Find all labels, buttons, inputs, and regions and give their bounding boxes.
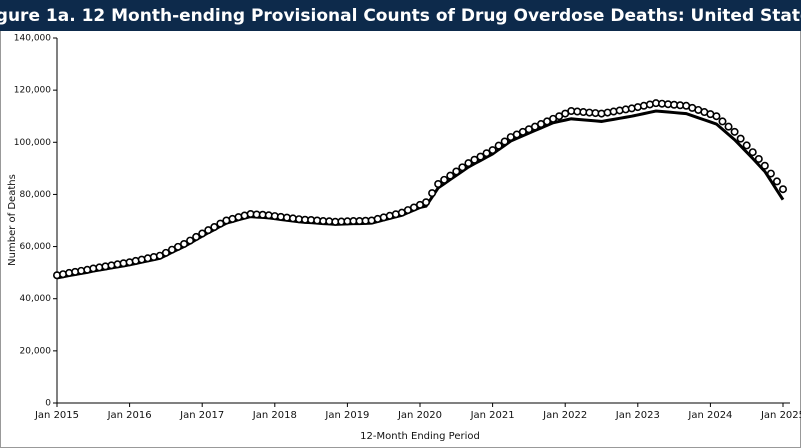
x-tick-label: Jan 2019 bbox=[324, 410, 369, 421]
data-point bbox=[458, 163, 467, 172]
data-point bbox=[494, 141, 503, 150]
data-point bbox=[778, 185, 787, 194]
y-tick-label: 100,000 bbox=[14, 138, 51, 148]
data-point bbox=[766, 169, 775, 178]
data-point bbox=[712, 112, 721, 121]
data-point bbox=[216, 219, 225, 228]
x-axis-label: 12-Month Ending Period bbox=[360, 431, 480, 442]
x-tick-label: Jan 2020 bbox=[397, 410, 442, 421]
x-tick-label: Jan 2024 bbox=[687, 410, 732, 421]
data-point bbox=[452, 167, 461, 176]
x-tick-label: Jan 2017 bbox=[179, 410, 224, 421]
data-point bbox=[204, 226, 213, 235]
title-bar bbox=[0, 0, 801, 31]
data-point bbox=[476, 152, 485, 161]
chart-title: Figure 1a. 12 Month-ending Provisional C… bbox=[0, 6, 801, 26]
data-point bbox=[192, 232, 201, 241]
data-point bbox=[748, 148, 757, 157]
y-tick-label: 20,000 bbox=[20, 346, 52, 356]
y-tick-label: 80,000 bbox=[20, 190, 52, 200]
data-point bbox=[464, 159, 473, 168]
x-tick-label: Jan 2023 bbox=[615, 410, 660, 421]
x-tick-label: Jan 2025 bbox=[760, 410, 801, 421]
data-point bbox=[718, 117, 727, 126]
x-tick-label: Jan 2021 bbox=[470, 410, 515, 421]
data-point bbox=[428, 189, 437, 198]
data-point bbox=[180, 239, 189, 248]
data-point bbox=[174, 242, 183, 251]
y-tick-label: 140,000 bbox=[14, 34, 51, 44]
y-axis-label: Number of Deaths bbox=[7, 174, 18, 266]
data-point bbox=[198, 229, 207, 238]
data-point bbox=[470, 155, 479, 164]
y-tick-label: 40,000 bbox=[20, 294, 52, 304]
data-point bbox=[434, 180, 443, 189]
x-tick-label: Jan 2022 bbox=[542, 410, 587, 421]
data-point bbox=[155, 251, 164, 260]
data-point bbox=[482, 149, 491, 158]
data-point bbox=[440, 175, 449, 184]
data-point bbox=[772, 177, 781, 186]
y-tick-label: 0 bbox=[45, 399, 51, 409]
x-tick-label: Jan 2016 bbox=[107, 410, 152, 421]
data-point bbox=[161, 248, 170, 257]
y-tick-label: 60,000 bbox=[20, 242, 52, 252]
data-point bbox=[500, 137, 509, 146]
data-point bbox=[488, 146, 497, 155]
x-tick-label: Jan 2015 bbox=[34, 410, 79, 421]
data-point bbox=[186, 236, 195, 245]
data-point bbox=[730, 127, 739, 136]
data-point bbox=[754, 154, 763, 163]
data-point bbox=[210, 223, 219, 232]
data-point bbox=[724, 122, 733, 131]
data-point bbox=[736, 134, 745, 143]
data-point bbox=[760, 161, 769, 170]
y-tick-label: 120,000 bbox=[14, 86, 51, 96]
x-tick-label: Jan 2018 bbox=[252, 410, 297, 421]
data-point bbox=[167, 245, 176, 254]
data-point bbox=[422, 198, 431, 207]
data-point bbox=[742, 141, 751, 150]
data-point bbox=[446, 171, 455, 180]
